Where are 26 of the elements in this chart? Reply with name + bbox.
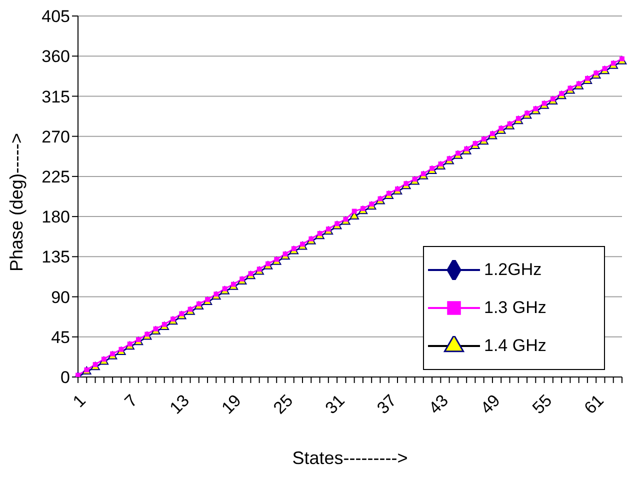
- x-tick-label: 1: [69, 390, 90, 412]
- x-tick-label: 43: [425, 390, 452, 418]
- legend-label: 1.3 GHz: [484, 298, 546, 318]
- x-tick-label: 13: [166, 390, 193, 418]
- y-tick-label: 90: [51, 288, 70, 307]
- x-tick-label: 49: [477, 390, 504, 418]
- y-tick-label: 0: [60, 368, 70, 388]
- x-tick-label: 25: [270, 390, 297, 418]
- y-tick-label: 225: [42, 167, 70, 186]
- x-tick-label: 61: [580, 390, 608, 418]
- y-tick-label: 180: [42, 208, 70, 227]
- y-axis-title: Phase (deg)----->: [6, 132, 26, 272]
- x-axis-title: States--------->: [292, 448, 408, 468]
- y-tick-label: 270: [42, 127, 70, 146]
- x-tick-label: 7: [121, 390, 142, 412]
- x-tick-label: 55: [528, 390, 556, 418]
- y-tick-label: 315: [42, 87, 70, 106]
- x-tick-label: 19: [218, 390, 245, 418]
- legend-label: 1.4 GHz: [484, 336, 546, 356]
- x-tick-label: 31: [322, 390, 348, 418]
- y-tick-label: 360: [42, 47, 70, 66]
- y-tick-label: 405: [42, 7, 70, 26]
- y-tick-label: 135: [42, 248, 70, 267]
- legend-label: 1.2GHz: [484, 260, 542, 280]
- y-tick-label: 45: [51, 328, 70, 347]
- x-tick-label: 37: [373, 390, 400, 418]
